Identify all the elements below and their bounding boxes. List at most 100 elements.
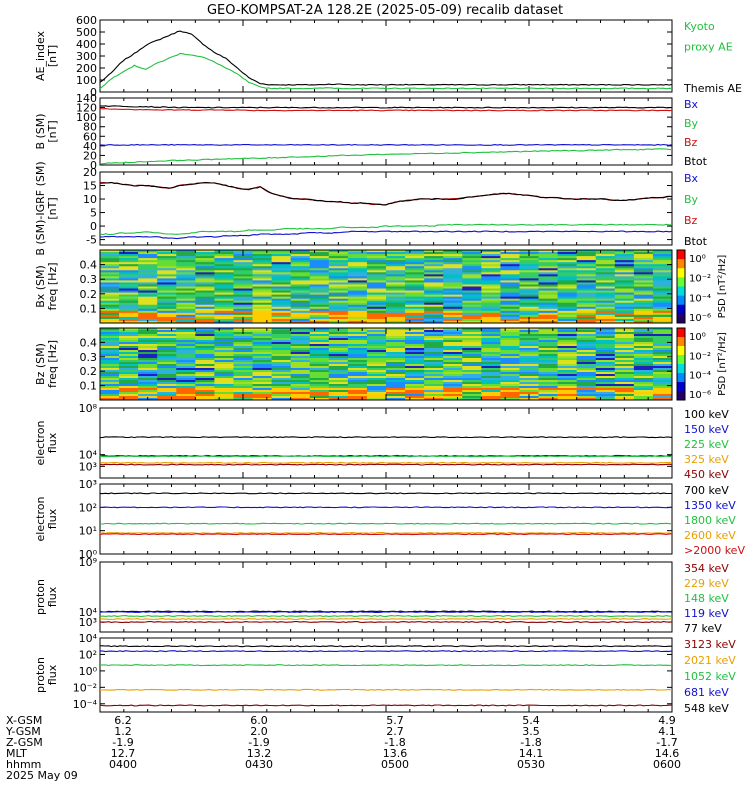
spectrogram-cell bbox=[557, 272, 578, 275]
spectrogram-cell bbox=[309, 360, 330, 363]
spectrogram-cell bbox=[633, 366, 654, 369]
spectrogram-cell bbox=[443, 266, 463, 269]
spectrogram-cell bbox=[100, 390, 120, 393]
spectrogram-cell bbox=[538, 300, 559, 304]
spectrogram-cell bbox=[405, 268, 425, 271]
spectrogram-cell bbox=[386, 344, 406, 347]
spectrogram-cell bbox=[100, 268, 120, 271]
spectrogram-cell bbox=[405, 332, 425, 335]
spectrogram-cell bbox=[157, 318, 177, 322]
spectrogram-cell bbox=[290, 296, 311, 300]
spectrogram-cell bbox=[271, 390, 292, 393]
spectrogram-cell bbox=[481, 340, 501, 343]
x-axis-value: 0400 bbox=[109, 758, 137, 771]
spectrogram-cell bbox=[652, 358, 673, 361]
spectrogram-cell bbox=[405, 308, 425, 312]
spectrogram-cell bbox=[100, 288, 120, 292]
spectrogram-cell bbox=[176, 290, 196, 294]
spectrogram-cell bbox=[652, 316, 673, 320]
spectrogram-cell bbox=[557, 382, 578, 385]
spectrogram-cell bbox=[138, 338, 158, 341]
y-tick-label: 10⁸ bbox=[79, 402, 98, 415]
spectrogram-cell bbox=[405, 354, 425, 357]
spectrogram-cell bbox=[386, 290, 406, 294]
spectrogram-cell bbox=[271, 252, 292, 255]
spectrogram-cell bbox=[119, 370, 139, 373]
spectrogram-cell bbox=[214, 354, 234, 357]
spectrogram-cell bbox=[195, 280, 215, 283]
spectrogram-cell bbox=[424, 348, 444, 351]
x-axis-value: 14.1 bbox=[519, 747, 544, 760]
spectrogram-cell bbox=[138, 296, 158, 300]
spectrogram-cell bbox=[233, 290, 254, 294]
spectrogram-cell bbox=[481, 278, 501, 281]
spectrogram-cell bbox=[481, 378, 501, 381]
spectrogram-cell bbox=[290, 250, 311, 253]
spectrogram-cell bbox=[462, 304, 482, 308]
spectrogram-cell bbox=[271, 280, 292, 283]
spectrogram-cell bbox=[176, 364, 196, 367]
spectrogram-cell bbox=[347, 328, 368, 331]
spectrogram-cell bbox=[328, 362, 349, 365]
spectrogram-cell bbox=[576, 288, 597, 292]
spectrogram-cell bbox=[271, 348, 292, 351]
spectrogram-cell bbox=[424, 378, 444, 381]
spectrogram-cell bbox=[366, 388, 387, 391]
spectrogram-cell bbox=[119, 284, 139, 287]
spectrogram-cell bbox=[157, 308, 177, 312]
spectrogram-cell bbox=[252, 382, 273, 385]
legend-entry: Btot bbox=[684, 155, 708, 168]
spectrogram-cell bbox=[366, 314, 387, 318]
spectrogram-cell bbox=[614, 282, 635, 285]
spectrogram-cell bbox=[614, 266, 635, 269]
spectrogram-cell bbox=[157, 374, 177, 377]
series-line-green bbox=[100, 148, 673, 165]
spectrogram-cell bbox=[328, 382, 349, 385]
x-axis-value: 13.6 bbox=[383, 747, 408, 760]
spectrogram-cell bbox=[633, 328, 654, 331]
y-axis-label: flux bbox=[46, 664, 59, 685]
spectrogram-cell bbox=[328, 384, 349, 387]
spectrogram-cell bbox=[424, 302, 444, 306]
spectrogram-cell bbox=[271, 368, 292, 371]
spectrogram-cell bbox=[595, 332, 616, 335]
spectrogram-cell bbox=[100, 302, 120, 306]
spectrogram-cell bbox=[309, 316, 330, 320]
y-axis-label: Bz (SM) bbox=[34, 343, 47, 385]
spectrogram-cell bbox=[309, 282, 330, 285]
spectrogram-cell bbox=[462, 346, 482, 349]
spectrogram-cell bbox=[100, 362, 120, 365]
spectrogram-cell bbox=[271, 306, 292, 310]
spectrogram-cell bbox=[462, 328, 482, 331]
spectrogram-cell bbox=[519, 356, 540, 359]
spectrogram-cell bbox=[595, 386, 616, 389]
spectrogram-cell bbox=[157, 370, 177, 373]
spectrogram-cell bbox=[633, 278, 654, 281]
spectrogram-cell bbox=[443, 346, 463, 349]
spectrogram-cell bbox=[633, 380, 654, 383]
spectrogram-cell bbox=[500, 264, 520, 267]
spectrogram-cell bbox=[614, 378, 635, 381]
spectrogram-cell bbox=[157, 358, 177, 361]
spectrogram-cell bbox=[538, 306, 559, 310]
spectrogram-cell bbox=[366, 352, 387, 355]
spectrogram-cell bbox=[309, 272, 330, 275]
spectrogram-cell bbox=[119, 274, 139, 277]
spectrogram-cell bbox=[652, 304, 673, 308]
spectrogram-cell bbox=[386, 318, 406, 322]
spectrogram-cell bbox=[386, 360, 406, 363]
x-axis-value: 2.0 bbox=[250, 725, 268, 738]
spectrogram-cell bbox=[176, 314, 196, 318]
spectrogram-cell bbox=[481, 310, 501, 314]
spectrogram-cell bbox=[443, 272, 463, 275]
spectrogram-cell bbox=[176, 342, 196, 345]
spectrogram-cell bbox=[386, 378, 406, 381]
colorbar-tick-label: 10⁻⁶ bbox=[689, 390, 711, 401]
spectrogram-cell bbox=[347, 344, 368, 347]
spectrogram-cell bbox=[214, 358, 234, 361]
spectrogram-cell bbox=[557, 336, 578, 339]
spectrogram-cell bbox=[252, 344, 273, 347]
spectrogram-cell bbox=[233, 258, 254, 261]
spectrogram-cell bbox=[481, 270, 501, 273]
spectrogram-cell bbox=[252, 268, 273, 271]
